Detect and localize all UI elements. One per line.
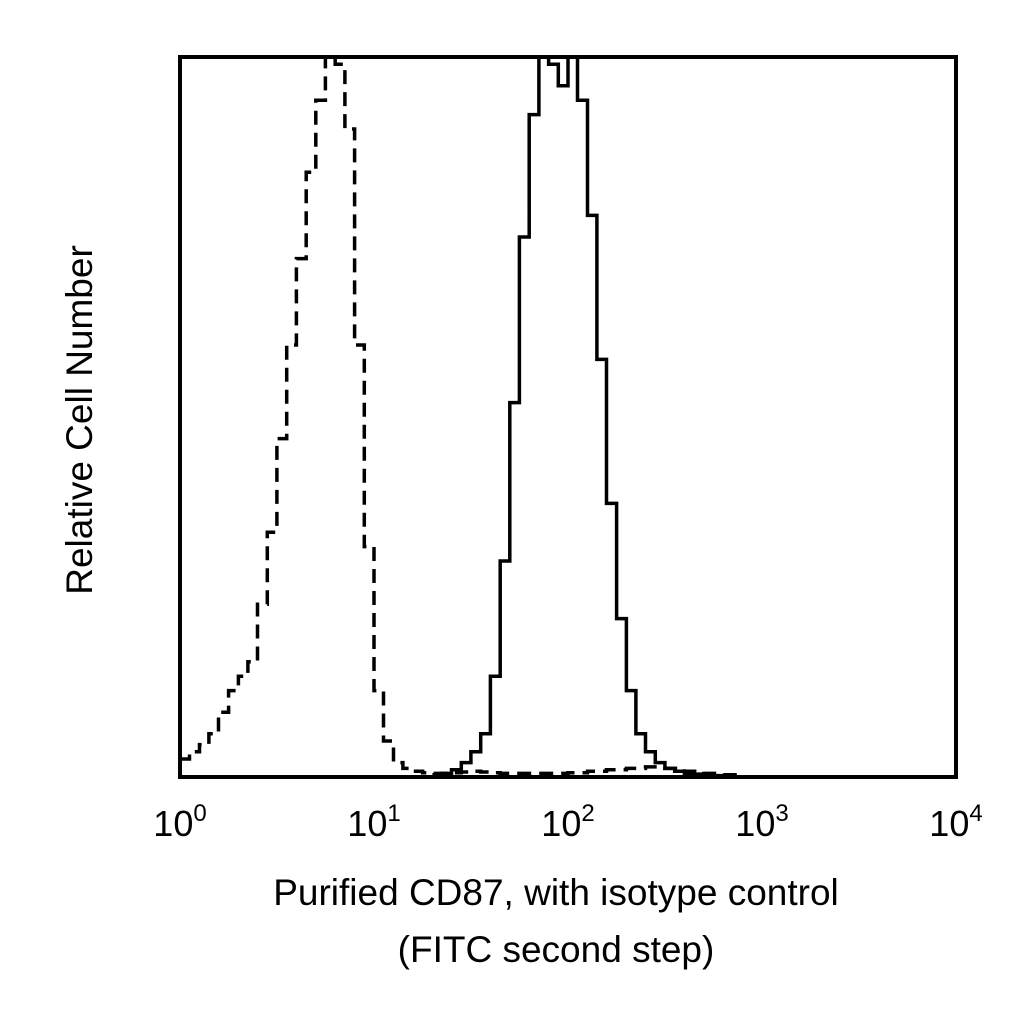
x-axis-label-line2: (FITC second step) (398, 929, 715, 970)
x-tick-base: 10 (541, 803, 581, 844)
x-tick-label-0: 100 (153, 800, 206, 844)
series-layer (180, 55, 745, 778)
x-tick-base: 10 (153, 803, 193, 844)
x-tick-exponent: 0 (193, 800, 206, 827)
x-tick-label-4: 104 (929, 800, 982, 844)
plot-frame (178, 55, 958, 779)
x-tick-base: 10 (347, 803, 387, 844)
x-axis-label-line1: Purified CD87, with isotype control (273, 872, 839, 913)
x-tick-exponent: 2 (581, 800, 594, 827)
x-tick-exponent: 1 (387, 800, 400, 827)
x-tick-exponent: 4 (969, 800, 982, 827)
x-tick-label-1: 101 (347, 800, 400, 844)
series-isotype-control-line (180, 55, 745, 777)
x-tick-exponent: 3 (775, 800, 788, 827)
series-cd87-line (432, 55, 725, 778)
y-axis-label: Relative Cell Number (59, 245, 100, 595)
x-tick-base: 10 (735, 803, 775, 844)
x-tick-base: 10 (929, 803, 969, 844)
x-tick-label-2: 102 (541, 800, 594, 844)
x-tick-label-3: 103 (735, 800, 788, 844)
x-tick-labels: 100 101 102 103 104 (153, 800, 982, 844)
